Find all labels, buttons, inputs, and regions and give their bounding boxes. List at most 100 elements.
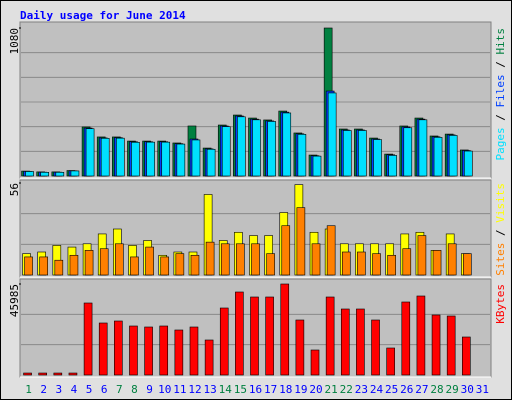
legend-separator: / [494,108,507,128]
x-tick-label: 3 [56,383,63,396]
bar [189,326,199,376]
bar [462,336,471,376]
legend: KBytes [494,284,507,324]
bar [463,253,472,276]
bar [205,241,215,276]
bar [342,130,352,177]
bar [25,171,34,177]
bar [221,126,231,177]
bar [281,225,291,276]
bar [144,326,153,376]
x-tick-label: 2 [40,383,47,396]
x-tick-label: 26 [400,383,413,396]
legend-entry: Pages [494,127,507,160]
bar [236,243,245,276]
legend-entry: Sites [494,243,507,276]
bar [417,235,427,276]
x-tick-label: 30 [461,383,474,396]
bar [159,325,169,376]
x-tick-label: 16 [249,383,262,396]
x-tick-label: 13 [203,383,216,396]
bar [326,225,336,276]
bar [371,319,380,376]
bar [70,170,80,177]
x-tick-label: 7 [116,383,123,396]
bar [174,329,184,376]
bar [176,143,186,177]
bar [372,253,381,276]
legend-separator: / [494,223,507,243]
bar [311,243,321,276]
legend-entry: Visits [494,183,507,223]
bar [325,296,335,376]
bar [250,296,259,376]
x-tick-label: 19 [294,383,307,396]
bar [296,207,306,276]
bar [69,254,79,276]
bar [24,256,33,276]
x-tick-label: 5 [86,383,93,396]
x-tick-label: 9 [146,383,153,396]
bar [282,112,292,177]
bar [267,121,276,177]
bar [373,139,382,177]
bar [190,254,200,276]
bar [145,246,154,276]
bar [23,372,32,376]
bar [433,137,443,177]
x-tick-label: 14 [219,383,233,396]
x-tick-label: 12 [188,383,201,396]
x-tick-label: 20 [309,383,322,396]
bar [85,128,95,177]
bar [206,148,216,177]
bar [357,251,366,276]
bar [115,243,124,276]
bar [53,372,63,376]
x-tick-label: 27 [415,383,428,396]
bar [83,302,93,376]
bar [251,243,260,276]
bar [447,243,457,276]
x-tick-label: 4 [71,383,78,396]
bar [265,296,274,376]
legend: Pages / Files / Hits [494,28,507,161]
x-tick-label: 1 [25,383,32,396]
bar [280,283,290,376]
bar [464,150,473,177]
bar [432,250,442,276]
bar [175,253,185,276]
bar [388,155,397,177]
bar [418,119,428,177]
bar [39,256,48,276]
bar [130,256,139,276]
x-tick-label: 28 [430,383,443,396]
legend-separator: / [494,55,507,75]
bar [204,339,214,376]
x-tick-label: 11 [173,383,186,396]
x-tick-label: 8 [131,383,138,396]
bar [68,372,78,376]
bar [160,256,170,276]
bar [401,301,411,376]
x-tick-label: 29 [446,383,459,396]
bar [312,155,322,177]
bar [191,139,201,177]
bar [84,250,94,276]
bar [100,138,110,177]
legend-entry: KBytes [494,284,507,324]
x-tick-label: 23 [355,383,368,396]
y-tick-label: 1080 [8,28,21,55]
bar [341,251,351,276]
bar [98,322,108,376]
bar [235,291,244,376]
bar [431,314,441,376]
bar [448,135,458,177]
x-tick-label: 21 [325,383,338,396]
x-tick-label: 25 [385,383,398,396]
bar [403,127,413,177]
bar [219,307,229,376]
chart-title: Daily usage for June 2014 [20,9,186,22]
x-tick-label: 31 [476,383,489,396]
x-tick-label: 15 [234,383,247,396]
bar [38,372,47,376]
